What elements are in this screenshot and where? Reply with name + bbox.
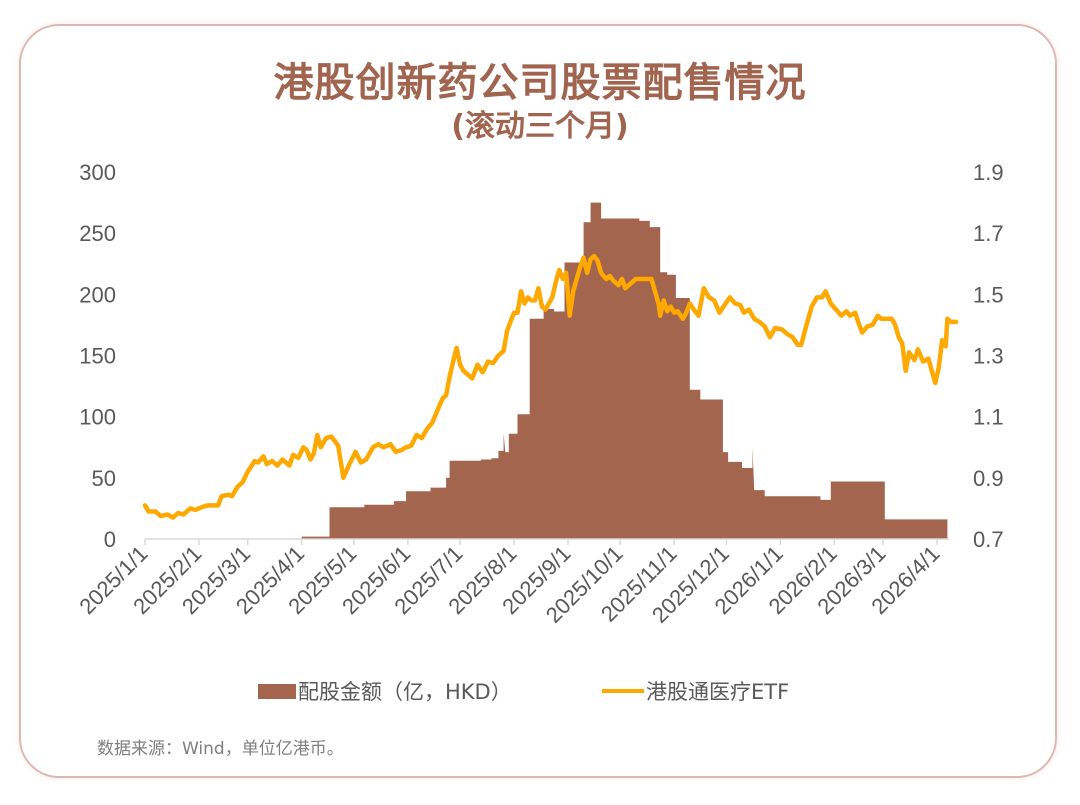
bar-series-area bbox=[301, 202, 948, 539]
bar-area bbox=[301, 202, 948, 539]
y-right-tick-label: 1.9 bbox=[973, 160, 1004, 185]
y-left-tick-label: 150 bbox=[79, 344, 116, 369]
line-swatch-icon bbox=[602, 689, 644, 693]
y-left-tick-label: 0 bbox=[104, 527, 116, 552]
y-right-tick-label: 0.7 bbox=[973, 527, 1004, 552]
etf-line bbox=[142, 253, 959, 520]
y-right-tick-label: 1.7 bbox=[973, 221, 1004, 246]
y-right-tick-label: 1.3 bbox=[973, 344, 1004, 369]
legend: 配股金额（亿，HKD） 港股通医疗ETF bbox=[0, 676, 1080, 708]
y-right-tick-label: 1.5 bbox=[973, 282, 1004, 307]
y-left-tick-label: 100 bbox=[79, 405, 116, 430]
legend-bar-label: 配股金额（亿，HKD） bbox=[298, 680, 512, 704]
etf-line-series bbox=[142, 253, 959, 520]
y-left-tick-label: 50 bbox=[92, 466, 116, 491]
source-note: 数据来源：Wind，单位亿港币。 bbox=[97, 739, 344, 759]
y-right-tick-label: 1.1 bbox=[973, 405, 1004, 430]
y-left-tick-label: 250 bbox=[79, 221, 116, 246]
y-left-tick-label: 300 bbox=[79, 160, 116, 185]
y-left-tick-label: 200 bbox=[79, 282, 116, 307]
chart-title: 港股创新药公司股票配售情况 bbox=[273, 60, 807, 106]
legend-line-label: 港股通医疗ETF bbox=[646, 680, 790, 704]
bar-swatch-icon bbox=[258, 683, 296, 699]
chart-subtitle: (滚动三个月) bbox=[451, 109, 629, 144]
legend-item-line: 港股通医疗ETF bbox=[602, 676, 789, 706]
legend-item-bar: 配股金额（亿，HKD） bbox=[258, 676, 512, 706]
y-right-tick-label: 0.9 bbox=[973, 466, 1004, 491]
